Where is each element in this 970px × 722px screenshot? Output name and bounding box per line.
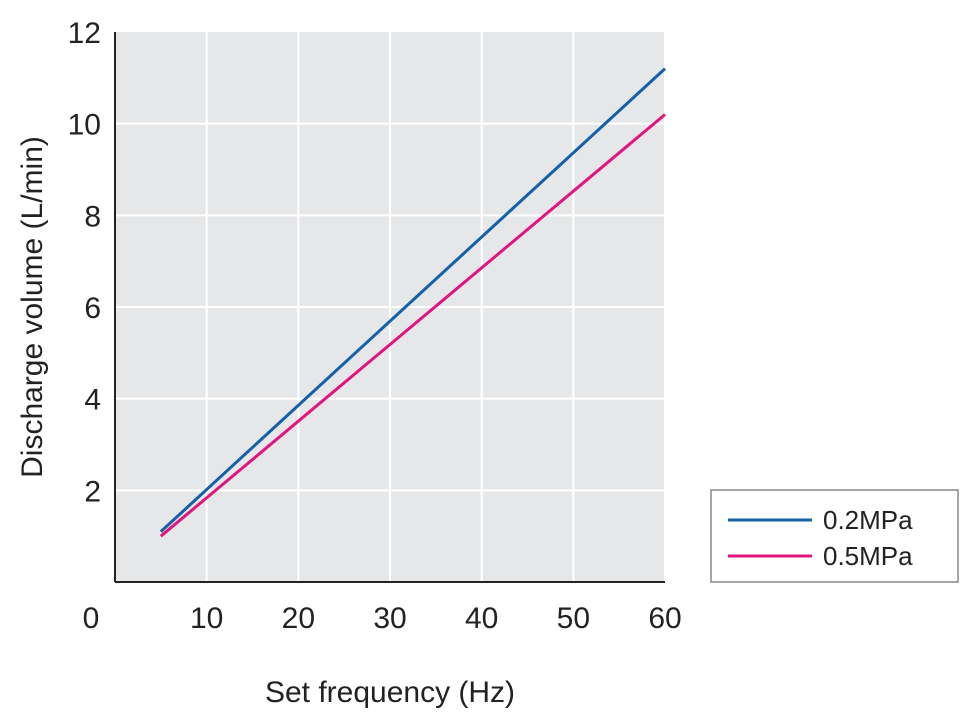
series-lines [159,67,667,538]
y-tick-label-10: 10 [68,109,101,142]
legend-label-0.2MPa: 0.2MPa [823,505,913,535]
y-axis-title: Discharge volume (L/min) [16,136,49,478]
y-tick-label-12: 12 [68,17,101,50]
y-tick-labels: 2 4 6 8 10 12 [68,17,101,508]
y-tick-label-8: 8 [84,200,101,233]
legend-label-0.5MPa: 0.5MPa [823,541,913,571]
x-tick-labels: 0 10 20 30 40 50 60 [83,602,682,635]
x-tick-label-40: 40 [465,602,498,635]
y-tick-label-2: 2 [84,475,101,508]
x-tick-label-30: 30 [373,602,406,635]
y-tick-label-6: 6 [84,292,101,325]
gridlines [115,32,666,582]
series-line-0.2MPa [159,67,667,533]
legend: 0.2MPa 0.5MPa [710,489,959,583]
x-tick-label-50: 50 [557,602,590,635]
y-tick-label-4: 4 [84,384,101,417]
x-tick-label-20: 20 [282,602,315,635]
x-tick-label-0: 0 [83,602,100,635]
x-tick-label-10: 10 [190,602,223,635]
series-line-0.5MPa [159,113,666,538]
x-axis-title: Set frequency (Hz) [265,676,515,709]
x-tick-label-60: 60 [648,602,681,635]
legend-box [710,489,959,583]
